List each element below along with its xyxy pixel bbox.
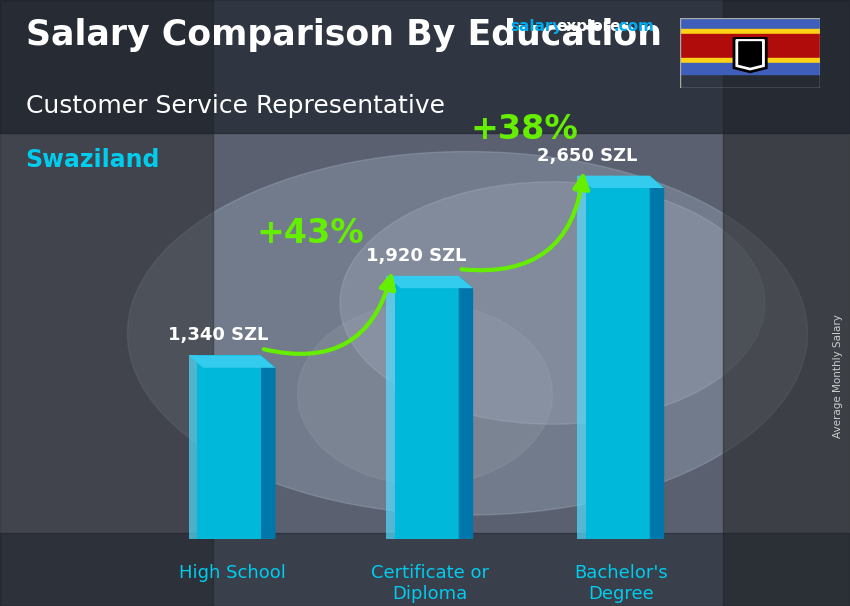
Text: 2,650 SZL: 2,650 SZL (537, 147, 638, 165)
Polygon shape (261, 356, 275, 551)
Polygon shape (586, 176, 649, 539)
Text: Swaziland: Swaziland (26, 148, 160, 173)
Bar (680, 34, 820, 58)
Polygon shape (197, 356, 261, 539)
Polygon shape (189, 539, 275, 551)
Bar (680, 28, 820, 34)
Polygon shape (459, 276, 473, 551)
Polygon shape (734, 38, 767, 73)
Text: explorer: explorer (557, 19, 629, 35)
Polygon shape (386, 539, 473, 551)
Text: 1,920 SZL: 1,920 SZL (366, 247, 466, 265)
Text: +38%: +38% (471, 113, 579, 146)
Polygon shape (736, 40, 764, 70)
Polygon shape (386, 276, 473, 288)
Polygon shape (739, 42, 762, 67)
Text: +43%: +43% (257, 217, 365, 250)
Polygon shape (189, 356, 197, 539)
Polygon shape (577, 539, 664, 551)
Text: High School: High School (178, 564, 286, 582)
Text: Certificate or
Diploma: Certificate or Diploma (371, 564, 489, 603)
Text: salary: salary (510, 19, 563, 35)
Text: .com: .com (614, 19, 654, 35)
FancyArrowPatch shape (462, 176, 588, 270)
Polygon shape (649, 176, 664, 551)
Bar (680, 64, 820, 74)
Polygon shape (386, 276, 395, 539)
Polygon shape (395, 276, 459, 539)
Text: Bachelor's
Degree: Bachelor's Degree (574, 564, 667, 603)
Text: Customer Service Representative: Customer Service Representative (26, 94, 445, 118)
Text: Average Monthly Salary: Average Monthly Salary (833, 314, 843, 438)
Text: 1,340 SZL: 1,340 SZL (168, 327, 269, 344)
Text: Salary Comparison By Education: Salary Comparison By Education (26, 18, 661, 52)
Polygon shape (577, 176, 664, 188)
Polygon shape (189, 356, 275, 368)
Polygon shape (577, 176, 586, 539)
FancyArrowPatch shape (264, 276, 394, 354)
Bar (680, 18, 820, 28)
Bar (680, 58, 820, 64)
